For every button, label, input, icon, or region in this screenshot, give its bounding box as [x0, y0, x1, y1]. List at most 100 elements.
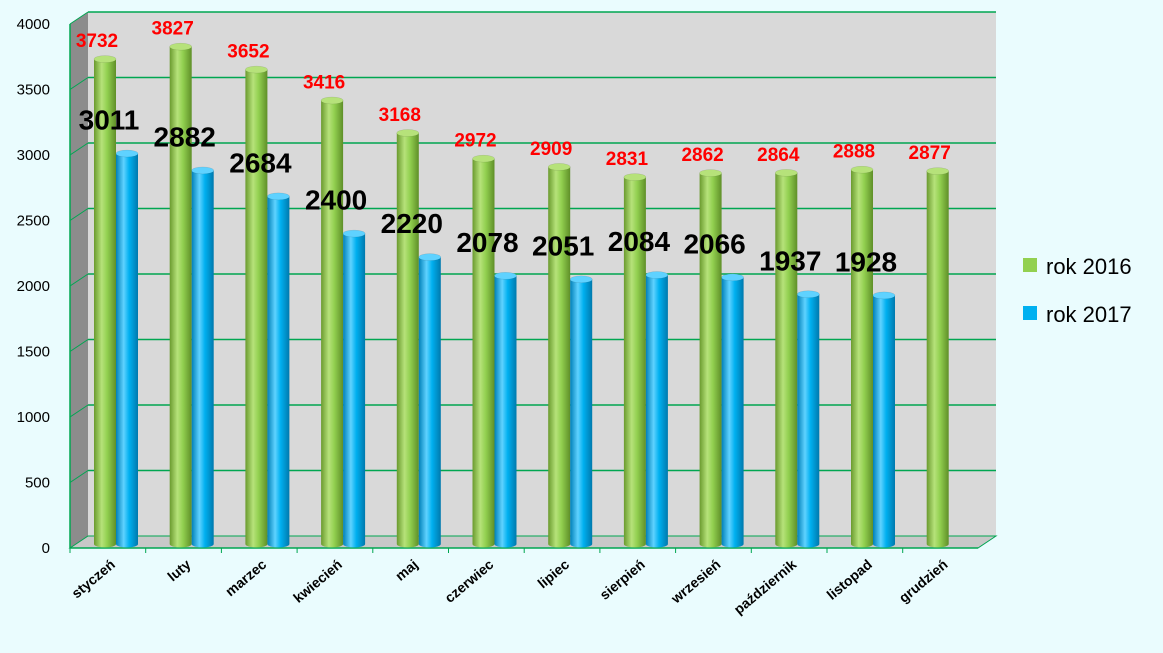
bar-rok-2016-styczeń: [94, 59, 117, 548]
bar-rok-2016-październik: [775, 172, 798, 548]
data-label-rok-2017-wrzesień: 2066: [683, 228, 745, 259]
data-label-rok-2017-październik: 1937: [759, 245, 821, 276]
data-label-rok-2017-czerwiec: 2078: [456, 227, 518, 258]
bar-rok-2016-maj: [396, 132, 419, 548]
x-axis-ticks: styczeń luty marzec kwiecień maj czerwiec lipi…: [68, 548, 951, 617]
data-label-rok-2016-sierpień: 2831: [606, 149, 649, 170]
bar-top-rok-2017-listopad: [872, 291, 896, 300]
y-tick-label: 2000: [17, 278, 50, 295]
bar-rok-2017-luty: [191, 170, 214, 548]
bar-top-rok-2016-maj: [396, 129, 420, 137]
gridline-side: [69, 273, 89, 287]
bar-top-rok-2016-styczeń: [93, 55, 117, 63]
x-tick-label: luty: [164, 556, 194, 584]
bar-rok-2016-grudzień: [926, 171, 949, 548]
y-axis-ticks: 0 500 1000 1500 2000 2500 3000 3500 4000: [17, 16, 50, 557]
gridline-side: [69, 470, 89, 483]
gridline-side: [69, 142, 89, 156]
bar-top-rok-2016-październik: [775, 169, 798, 177]
y-tick-label: 0: [42, 540, 50, 557]
bar-rok-2017-marzec: [267, 196, 290, 548]
data-label-rok-2016-luty: 3827: [152, 19, 194, 40]
y-tick-label: 4000: [17, 16, 50, 33]
bar-top-rok-2017-lipiec: [569, 275, 593, 284]
data-label-rok-2017-kwiecień: 2400: [305, 185, 367, 216]
legend-label-rok-2016: rok 2016: [1046, 254, 1132, 279]
bar-top-rok-2016-kwiecień: [320, 96, 344, 105]
bar-top-rok-2017-marzec: [267, 192, 290, 201]
data-label-rok-2016-lipiec: 2909: [530, 139, 572, 160]
bar-top-rok-2016-luty: [169, 42, 192, 51]
y-tick-label: 2500: [17, 213, 50, 230]
bar-rok-2017-maj: [418, 257, 441, 548]
data-label-rok-2017-sierpień: 2084: [608, 226, 671, 257]
x-tick-label: styczeń: [68, 556, 118, 601]
y-tick-label: 1000: [17, 409, 50, 426]
data-label-rok-2016-czerwiec: 2972: [454, 131, 496, 152]
legend-swatch-rok-2016: [1023, 258, 1037, 272]
data-label-rok-2017-lipiec: 2051: [532, 230, 594, 261]
x-tick-label: czerwiec: [441, 556, 496, 606]
bar-top-rok-2016-sierpień: [623, 173, 647, 181]
y-tick-label: 3500: [17, 82, 50, 99]
bar-rok-2017-styczeń: [116, 153, 138, 548]
bar-rok-2017-sierpień: [645, 274, 668, 548]
bar-top-rok-2017-wrzesień: [721, 273, 744, 282]
y-tick-label: 500: [25, 475, 50, 492]
bar-top-rok-2016-grudzień: [926, 167, 949, 175]
bar-rok-2017-październik: [797, 294, 820, 548]
x-tick-label: maj: [392, 556, 421, 584]
bar-top-rok-2016-listopad: [850, 165, 874, 174]
bar-rok-2017-wrzesień: [721, 277, 744, 548]
bar-rok-2016-wrzesień: [699, 173, 722, 548]
bar-top-rok-2017-styczeń: [115, 149, 139, 158]
data-labels: 3732 3011 3827 2882 3652 2684 3416 2400 3168 2220…: [76, 19, 951, 278]
gridline-side: [69, 77, 89, 90]
data-label-rok-2016-grudzień: 2877: [909, 143, 951, 164]
bar-rok-2016-sierpień: [623, 177, 646, 548]
data-label-rok-2017-styczeń: 3011: [79, 105, 140, 136]
bar-rok-2016-czerwiec: [472, 158, 495, 548]
bar-top-rok-2016-czerwiec: [472, 154, 495, 163]
bar-top-rok-2017-czerwiec: [494, 272, 517, 280]
legend-label-rok-2017: rok 2017: [1046, 302, 1132, 327]
legend-swatch-rok-2017: [1023, 306, 1037, 320]
bar-rok-2017-listopad: [873, 295, 895, 548]
y-tick-label: 3000: [17, 147, 50, 164]
gridline-side: [69, 404, 89, 418]
data-label-rok-2017-maj: 2220: [381, 208, 443, 239]
bar-rok-2017-lipiec: [570, 279, 593, 548]
data-label-rok-2016-listopad: 2888: [833, 142, 875, 163]
data-label-rok-2016-październik: 2864: [757, 145, 800, 166]
bar-rok-2016-listopad: [851, 169, 873, 548]
gridline-side: [69, 339, 89, 352]
gridline-side: [69, 11, 89, 25]
data-label-rok-2016-styczeń: 3732: [76, 31, 118, 52]
x-tick-label: wrzesień: [667, 556, 723, 607]
bar-top-rok-2017-październik: [797, 290, 820, 299]
bar-top-rok-2016-wrzesień: [699, 169, 722, 177]
data-label-rok-2016-kwiecień: 3416: [303, 73, 345, 94]
data-label-rok-2016-marzec: 3652: [227, 42, 269, 63]
data-label-rok-2017-luty: 2882: [154, 121, 216, 152]
bar-rok-2016-marzec: [245, 69, 268, 548]
bar-top-rok-2017-kwiecień: [342, 229, 366, 238]
x-tick-label: październik: [731, 556, 800, 617]
legend-item-rok-2017: rok 2017: [1023, 302, 1132, 327]
bar-rok-2016-kwiecień: [321, 100, 344, 548]
data-label-rok-2016-wrzesień: 2862: [681, 145, 723, 166]
data-label-rok-2017-listopad: 1928: [835, 246, 897, 277]
data-label-rok-2016-maj: 3168: [379, 105, 421, 126]
y-tick-label: 1500: [17, 344, 50, 361]
data-label-rok-2017-marzec: 2684: [229, 147, 292, 178]
bar-top-rok-2016-lipiec: [547, 163, 571, 171]
x-tick-label: lipiec: [534, 556, 572, 591]
x-tick-label: listopad: [824, 556, 875, 603]
legend-item-rok-2016: rok 2016: [1023, 254, 1132, 279]
gridlines: [69, 11, 996, 483]
bar-top-rok-2017-maj: [418, 253, 442, 261]
bar-top-rok-2017-sierpień: [645, 271, 669, 279]
x-tick-label: marzec: [222, 556, 269, 599]
bar-rok-2017-kwiecień: [343, 233, 366, 548]
gridline-side: [69, 208, 89, 221]
